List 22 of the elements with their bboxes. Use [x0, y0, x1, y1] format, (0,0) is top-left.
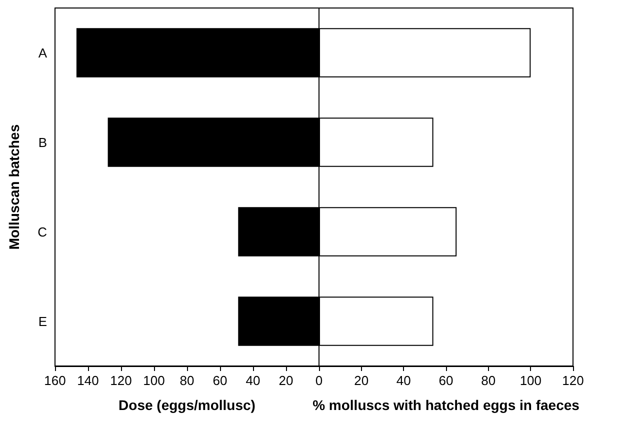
x-tick-label: 80 — [481, 373, 496, 388]
x-tick-label: 0 — [315, 373, 323, 388]
x-tick-label: 160 — [44, 373, 66, 388]
x-tick-label: 140 — [77, 373, 99, 388]
y-axis-title: Molluscan batches — [6, 124, 22, 250]
x-tick-label: 80 — [180, 373, 194, 388]
y-tick-label: C — [38, 224, 47, 240]
x-tick-label: 60 — [212, 373, 228, 388]
x-tick-label: 60 — [438, 373, 454, 388]
x-tick-label: 20 — [354, 373, 369, 388]
x-axis-title: Dose (eggs/mollusc) — [118, 397, 256, 413]
x-tick-label: 40 — [396, 373, 411, 388]
x-axis-title: % molluscs with hatched eggs in faeces — [312, 397, 580, 413]
x-tick-label: 100 — [520, 373, 542, 388]
x-tick-label: 20 — [278, 373, 294, 388]
x-tick-label: 40 — [246, 373, 260, 388]
x-tick-label: 120 — [562, 373, 584, 388]
x-tick-label: 120 — [110, 373, 132, 388]
y-tick-label: B — [38, 134, 47, 150]
x-tick-label: 100 — [143, 373, 165, 388]
y-tick-label: E — [38, 314, 48, 329]
y-tick-label: A — [38, 45, 48, 60]
